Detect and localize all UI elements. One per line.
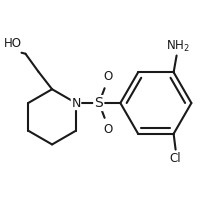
Text: O: O (103, 123, 112, 136)
Text: NH$_2$: NH$_2$ (166, 38, 189, 54)
Text: Cl: Cl (170, 151, 181, 165)
Text: S: S (94, 96, 103, 110)
Text: HO: HO (4, 37, 21, 50)
Text: N: N (71, 97, 81, 110)
Text: O: O (103, 70, 112, 83)
